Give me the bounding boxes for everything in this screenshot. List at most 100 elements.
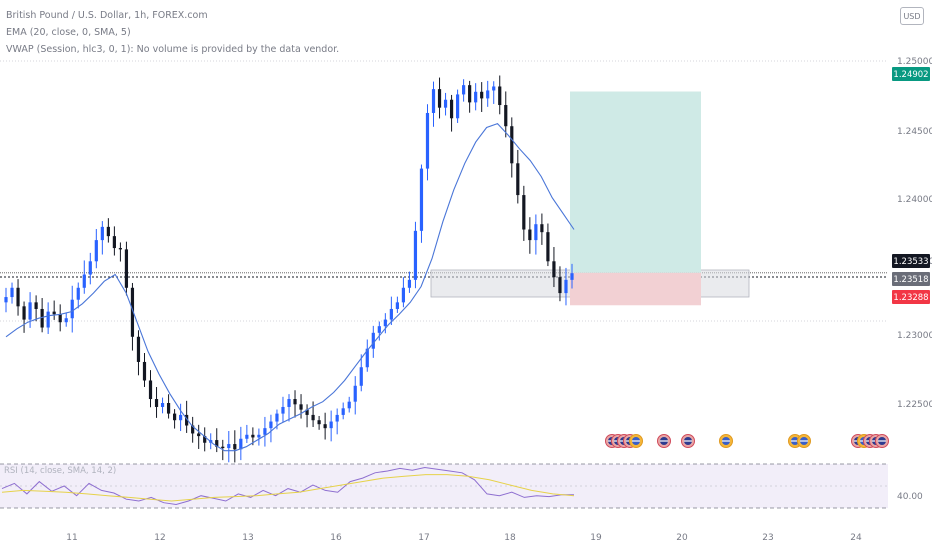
candle-body [299,404,303,410]
candle-body [317,420,321,425]
candle-body [564,279,568,294]
candle-body [76,287,80,300]
candle-body [305,409,309,415]
candle-body [425,112,430,169]
candle-body [437,89,442,108]
candle-body [34,302,38,309]
target-price-label: 1.24902 [893,70,928,80]
candle-body [172,413,177,421]
candle-body [311,414,315,421]
x-tick-label: 11 [66,533,77,543]
candle-body [112,236,116,249]
candle-body [462,85,466,95]
candle-body [46,311,50,328]
candle-body [233,444,237,450]
candle-body [245,434,249,439]
candle-body [106,226,110,237]
candle-body [377,326,381,333]
candle-body [4,297,8,303]
x-tick-label: 24 [850,533,862,543]
y-tick-label: 1.24500 [897,127,932,137]
stop-price-label-bg [892,290,930,304]
stop-price-label: 1.23288 [893,293,928,303]
level-price-label-bg [892,272,930,286]
candle-body [142,361,147,381]
target-zone[interactable] [570,91,701,273]
candle-body [100,226,104,241]
candle-body [154,399,159,407]
candle-body [347,401,351,409]
current-price-label-bg [892,254,930,268]
candle-body [383,319,387,327]
x-tick-label: 12 [154,533,165,543]
candle-body [558,277,562,294]
vwap-legend[interactable]: VWAP (Session, hlc3, 0, 1): No volume is… [6,44,340,55]
candle-body [221,446,225,449]
candle-body [395,302,399,309]
candle-body [10,287,14,298]
candle-body [136,336,141,362]
candle-body [130,287,135,337]
candle-body [179,414,183,421]
candle-body [534,224,538,241]
candle-body [552,261,556,278]
candle-body [413,230,418,280]
candle-body [522,195,526,230]
candle-body [40,308,44,328]
candle-body [257,434,261,438]
symbol-title[interactable]: British Pound / U.S. Dollar, 1h, FOREX.c… [6,10,208,21]
candle-body [449,99,454,119]
candle-body [407,279,412,288]
target-price-label-bg [892,67,930,81]
candle-body [166,403,171,414]
candle-body [16,287,20,307]
candle-body [70,299,74,319]
candle-body [215,440,219,447]
candle-body [335,414,339,422]
candle-body [341,408,345,415]
ema-line [5,122,575,452]
candle-body [118,248,123,250]
candle-body [227,444,231,449]
candle-body [359,367,363,386]
candle-body [401,287,406,303]
candle-body [160,403,165,407]
candle-body [58,314,62,323]
candle-body [28,302,32,320]
rsi-legend[interactable]: RSI (14, close, SMA, 14, 2) [4,466,117,476]
x-tick-label: 19 [590,533,602,543]
stop-zone[interactable] [570,272,701,306]
y-tick-label: 1.22500 [897,400,932,410]
candle-body [480,91,484,99]
candle-body [287,399,291,407]
candle-body [191,425,195,434]
candle-body [281,406,285,414]
candle-body [52,311,56,315]
candle-body [498,86,502,106]
y-tick-label: 1.24000 [897,195,932,205]
candle-body [468,85,472,103]
candle-body [203,436,207,443]
x-tick-label: 16 [330,533,342,543]
candle-body [269,421,273,429]
candle-body [251,434,255,438]
candle-body [510,126,514,164]
rsi-tick-label: 40.00 [897,492,923,502]
candle-body [239,438,243,450]
candle-body [443,99,448,108]
candle-body [431,89,436,113]
x-tick-label: 20 [676,533,688,543]
candle-body [371,332,375,349]
candle-body [389,308,393,320]
candle-body [455,94,460,119]
ema-legend[interactable]: EMA (20, close, 0, SMA, 5) [6,27,131,38]
candle-body [82,274,86,288]
candle-body [419,168,424,231]
rsi-ma-line [1,474,575,502]
candle-body [263,428,267,435]
currency-button[interactable]: USD [900,7,924,25]
x-tick-label: 18 [504,533,516,543]
candle-body [293,399,297,405]
x-tick-label: 17 [418,533,429,543]
